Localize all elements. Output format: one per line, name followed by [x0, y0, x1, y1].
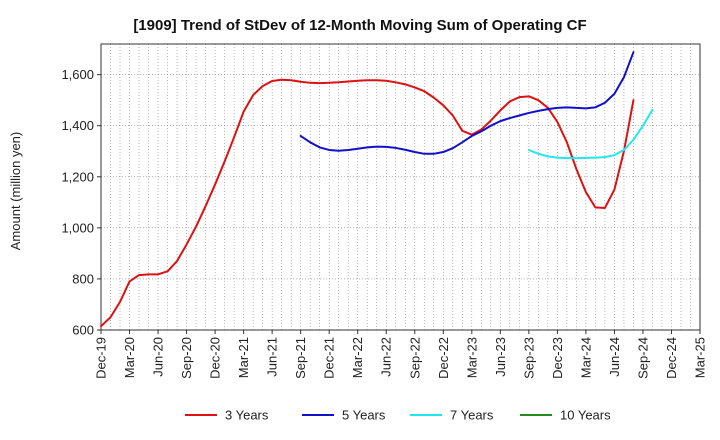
- y-tick-label: 600: [72, 323, 94, 338]
- x-tick-label: Mar-21: [236, 337, 251, 378]
- x-tick-label: Jun-21: [265, 337, 280, 377]
- x-tick-label: Dec-21: [322, 337, 337, 379]
- y-tick-label: 1,000: [61, 220, 94, 235]
- x-tick-label: Sep-24: [635, 337, 650, 379]
- legend-label: 5 Years: [342, 408, 386, 423]
- series-line-5-years: [299, 51, 635, 155]
- y-tick-label: 1,200: [61, 169, 94, 184]
- x-tick-label: Sep-21: [293, 337, 308, 379]
- x-tick-label: Mar-24: [578, 337, 593, 378]
- x-tick-label: Dec-19: [94, 337, 109, 379]
- grid: [101, 44, 700, 330]
- x-tick-label: Jun-24: [607, 337, 622, 377]
- x-tick-label: Sep-23: [521, 337, 536, 379]
- legend-label: 7 Years: [450, 408, 494, 423]
- y-tick-label: 1,400: [61, 118, 94, 133]
- x-tick-label: Jun-23: [493, 337, 508, 377]
- x-tick-label: Mar-23: [464, 337, 479, 378]
- x-tick-label: Dec-22: [436, 337, 451, 379]
- x-tick-label: Dec-24: [664, 337, 679, 379]
- y-axis-label: Amount (million yen): [8, 132, 23, 251]
- y-axis: 600 800 1,000 1,200 1,400 1,600: [61, 67, 101, 338]
- x-tick-label: Mar-25: [693, 337, 708, 378]
- x-tick-label: Dec-20: [208, 337, 223, 379]
- x-tick-label: Mar-20: [122, 337, 137, 378]
- legend-label: 3 Years: [225, 408, 269, 423]
- y-tick-label: 1,600: [61, 67, 94, 82]
- legend: 3 Years 5 Years 7 Years 10 Years: [185, 408, 611, 423]
- chart-title: [1909] Trend of StDev of 12-Month Moving…: [133, 17, 586, 34]
- series-line-7-years: [527, 108, 654, 160]
- series-line-3-years: [100, 78, 635, 328]
- x-axis: Dec-19 Mar-20 Jun-20 Sep-20 Dec-20 Mar-21 Jun-…: [94, 330, 708, 379]
- plot-area: [100, 43, 701, 331]
- legend-label: 10 Years: [560, 408, 611, 423]
- y-tick-label: 800: [72, 271, 94, 286]
- x-tick-label: Sep-22: [407, 337, 422, 379]
- x-tick-label: Jun-22: [379, 337, 394, 377]
- x-tick-label: Jun-20: [151, 337, 166, 377]
- x-tick-label: Mar-22: [350, 337, 365, 378]
- x-tick-label: Dec-23: [550, 337, 565, 379]
- x-tick-label: Sep-20: [179, 337, 194, 379]
- series-group: [100, 51, 654, 328]
